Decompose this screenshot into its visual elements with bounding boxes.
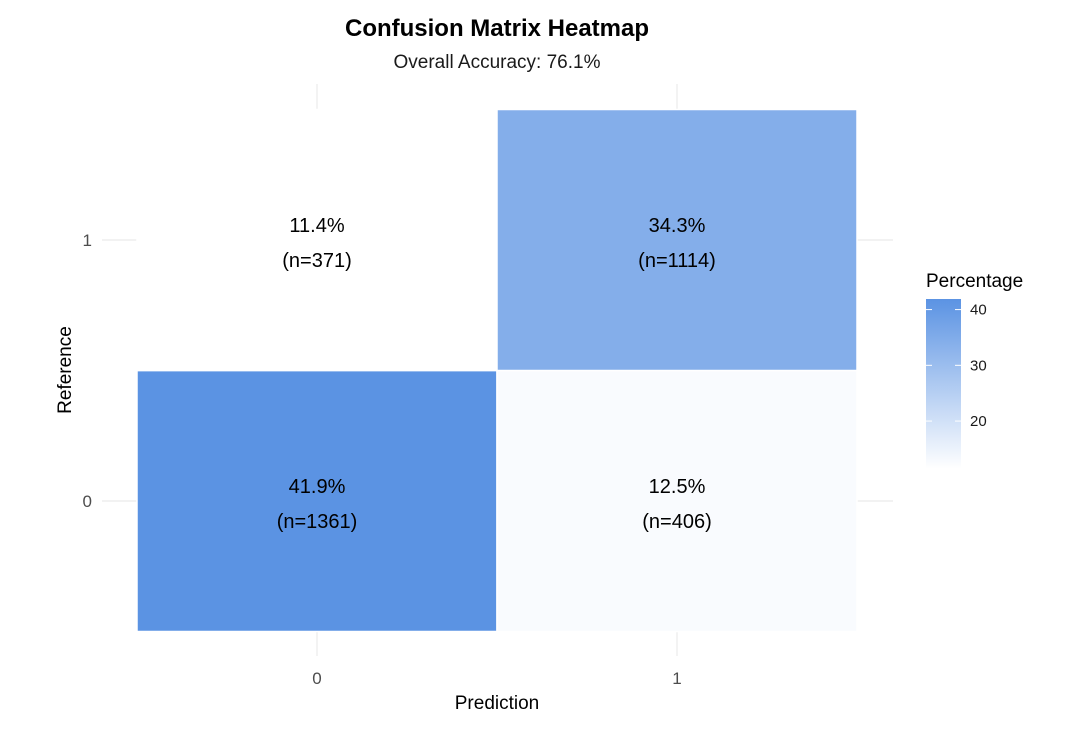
y-axis-title: Reference [55,326,76,414]
legend-ticks: 20 30 40 [926,302,987,430]
legend-colorbar [926,299,961,469]
y-tick-label-0: 0 [83,492,92,511]
chart-title: Confusion Matrix Heatmap [345,15,649,42]
color-legend: Percentage 20 30 40 [926,271,1023,469]
axis-ticks: 0 1 0 1 [83,231,682,688]
heatmap-cell-pred-0-ref-0 [136,369,498,633]
heatmap-cell-pred-1-ref-1 [496,108,858,372]
cell-percentage-label-pred-0-ref-0: 41.9% [289,476,346,498]
heatmap-cell-pred-0-ref-1 [136,108,498,372]
y-tick-label-1: 1 [83,231,92,250]
cell-labels: 41.9% (n=1361) 12.5% (n=406) 11.4% (n=371) 34.… [277,215,716,533]
x-tick-label-0: 0 [312,669,321,688]
heatmap-cell-pred-1-ref-0 [496,369,858,633]
legend-tick-label-20: 20 [970,413,987,430]
chart-subtitle: Overall Accuracy: 76.1% [394,52,601,73]
cell-count-label-pred-0-ref-0: (n=1361) [277,511,358,533]
cell-percentage-label-pred-0-ref-1: 11.4% [289,215,344,237]
cell-percentage-label-pred-1-ref-0: 12.5% [649,476,706,498]
cell-percentage-label-pred-1-ref-1: 34.3% [649,215,706,237]
cell-count-label-pred-1-ref-1: (n=1114) [638,250,716,272]
legend-tick-label-40: 40 [970,302,987,319]
cell-count-label-pred-1-ref-0: (n=406) [642,511,712,533]
heatmap-cells [136,108,858,633]
cell-count-label-pred-0-ref-1: (n=371) [282,250,352,272]
legend-title: Percentage [926,271,1023,292]
x-tick-label-1: 1 [672,669,681,688]
x-axis-title: Prediction [455,693,540,714]
legend-tick-label-30: 30 [970,357,987,374]
